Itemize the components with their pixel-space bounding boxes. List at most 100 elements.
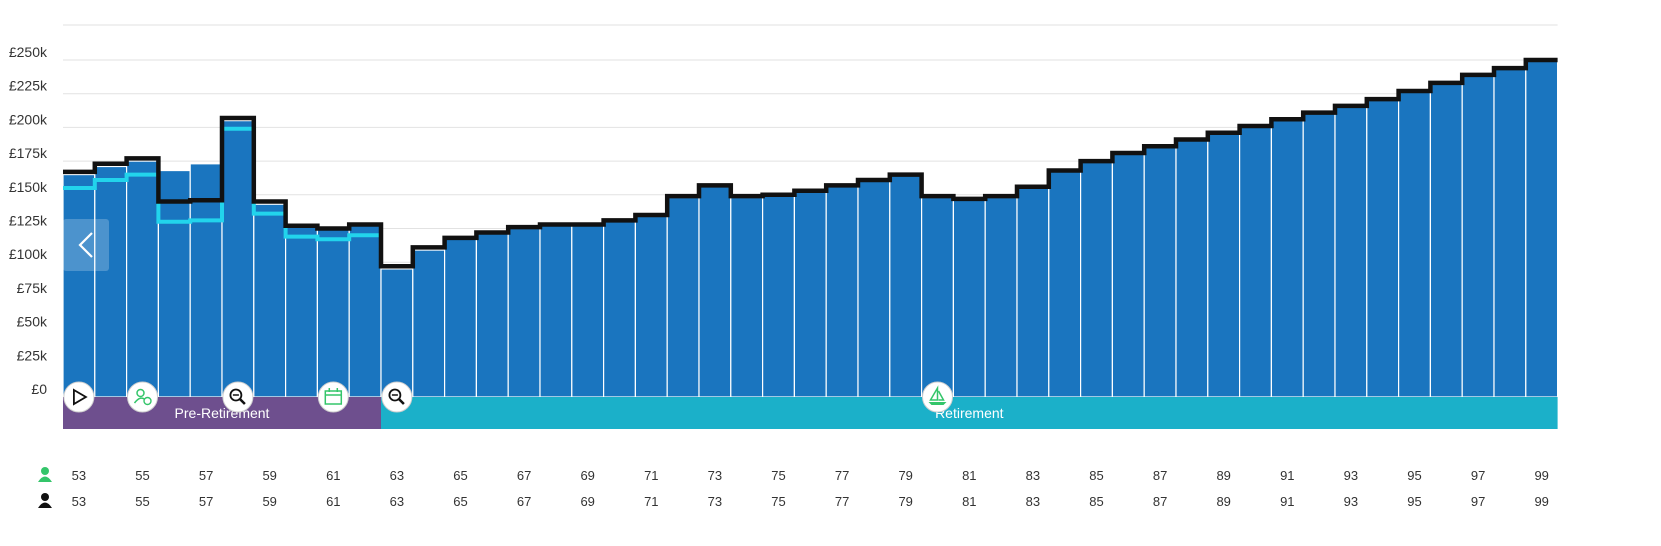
event-markers: [63, 381, 953, 413]
clock-face: [143, 396, 152, 406]
y-tick-label: £200k: [9, 111, 48, 127]
event-marker: [922, 381, 953, 413]
bar: [634, 215, 668, 398]
person-head: [41, 467, 49, 475]
event-marker: [63, 381, 95, 413]
bar: [1111, 153, 1145, 398]
bar: [793, 191, 827, 398]
age-tick-label: 91: [1280, 494, 1294, 509]
bar: [1207, 133, 1241, 398]
bar: [253, 203, 287, 398]
zoom-out-icon: [388, 388, 405, 405]
person-head: [41, 493, 49, 501]
age-tick-label: 99: [1534, 494, 1548, 509]
bar: [1493, 68, 1527, 398]
zoom-out-icon: [229, 388, 246, 405]
age-tick-label: 59: [262, 468, 276, 483]
age-tick-label: 89: [1216, 468, 1230, 483]
age-tick-label: 63: [390, 468, 404, 483]
prev-button[interactable]: [63, 219, 109, 271]
age-tick-label: 55: [135, 468, 149, 483]
person-clock-icon: [133, 388, 152, 406]
age-tick-label: 67: [517, 494, 531, 509]
age-tick-label: 99: [1534, 468, 1548, 483]
event-marker: [317, 381, 349, 413]
age-tick-label: 53: [72, 494, 86, 509]
age-tick-label: 61: [326, 468, 340, 483]
age-tick-label: 59: [262, 494, 276, 509]
sail: [937, 390, 945, 401]
y-tick-label: £25k: [17, 347, 48, 363]
event-marker-circle: [222, 381, 254, 413]
bar: [475, 233, 509, 398]
age-tick-label: 77: [835, 468, 849, 483]
bar: [1238, 126, 1272, 398]
bar: [1175, 140, 1209, 398]
age-tick-label: 83: [1026, 494, 1040, 509]
zoom-lens: [388, 388, 402, 402]
zoom-handle: [239, 398, 246, 405]
age-tick-label: 85: [1089, 468, 1103, 483]
bar: [1334, 106, 1368, 398]
bar: [825, 186, 859, 398]
phase-band: Pre-Retirement Retirement: [63, 397, 1558, 429]
bar: [189, 163, 223, 398]
bar: [571, 225, 605, 398]
y-axis-ticks: £0 £25k £50k £75k £100k £125k £150k £175k £200k £…: [9, 44, 48, 397]
age-tick-label: 69: [580, 468, 594, 483]
age-tick-label: 97: [1471, 468, 1485, 483]
next-button[interactable]: [1598, 219, 1644, 271]
bar: [507, 227, 541, 398]
chevron-left-icon: [78, 232, 93, 258]
calendar-icon: [324, 388, 343, 405]
age-tick-label: 77: [835, 494, 849, 509]
age-tick-label: 75: [771, 494, 785, 509]
event-marker-circle: [381, 381, 413, 413]
outline-step-line: [63, 57, 1558, 269]
bar: [1429, 83, 1463, 398]
y-tick-label: £150k: [9, 179, 48, 195]
bar: [698, 186, 732, 398]
age-tick-label: 79: [898, 494, 912, 509]
age-tick-label: 65: [453, 468, 467, 483]
age-rows: 53 55 57 59 61 63 65 67 69 71 73 75 77 79 81 83 85 87 89 91…: [38, 467, 1549, 509]
age-tick-label: 75: [771, 468, 785, 483]
series-lines: [63, 57, 1558, 269]
age-tick-label: 67: [517, 468, 531, 483]
bar: [1525, 60, 1559, 398]
y-tick-label: £225k: [9, 78, 48, 94]
bar: [952, 199, 986, 398]
bar: [1461, 75, 1495, 398]
bar: [285, 226, 319, 398]
bar: [1302, 113, 1336, 398]
play-icon: [73, 388, 88, 406]
bar: [444, 238, 478, 398]
bar: [94, 165, 128, 398]
bar: [1079, 161, 1113, 398]
age-tick-label: 87: [1153, 494, 1167, 509]
bar: [348, 225, 382, 398]
bar: [157, 169, 191, 398]
bar: [1397, 91, 1431, 398]
bar: [1048, 171, 1082, 398]
y-tick-label: £75k: [17, 280, 48, 296]
age-tick-label: 57: [199, 468, 213, 483]
bar: [730, 196, 764, 398]
age-tick-label: 61: [326, 494, 340, 509]
age-tick-label: 81: [962, 494, 976, 509]
age-tick-label: 89: [1216, 494, 1230, 509]
age-tick-label: 71: [644, 494, 658, 509]
prev-button-bg: [63, 219, 109, 271]
age-tick-label: 83: [1026, 468, 1040, 483]
age-tick-label: 81: [962, 468, 976, 483]
y-tick-label: £50k: [17, 314, 48, 330]
age-tick-label: 97: [1471, 494, 1485, 509]
age-tick-label: 65: [453, 494, 467, 509]
age-tick-label: 53: [72, 468, 86, 483]
age-tick-label: 93: [1344, 494, 1358, 509]
calendar-body: [324, 390, 343, 405]
age-tick-label: 73: [708, 494, 722, 509]
bar: [889, 175, 923, 398]
age-tick-label: 73: [708, 468, 722, 483]
